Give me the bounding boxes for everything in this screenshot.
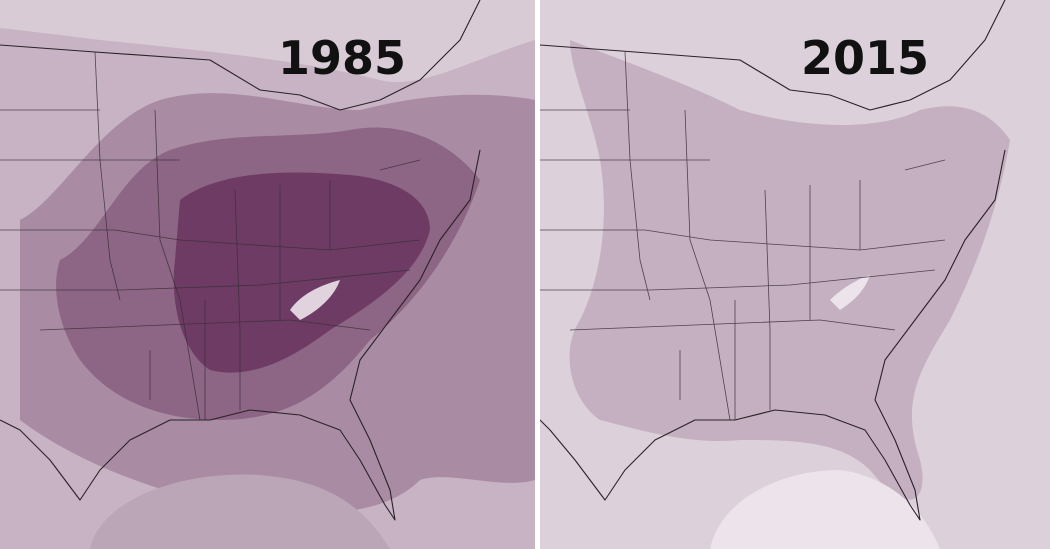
highland-patch bbox=[290, 280, 340, 320]
state-lines bbox=[0, 51, 421, 421]
coastline bbox=[0, 0, 481, 521]
light-region bbox=[0, 0, 535, 82]
coastline bbox=[540, 0, 1006, 521]
highland-patch bbox=[830, 275, 870, 310]
state-lines bbox=[540, 51, 946, 421]
divider bbox=[535, 0, 540, 549]
gulf-water bbox=[90, 474, 390, 549]
map-panel-2015: 2015 bbox=[540, 0, 1050, 549]
year-label: 2015 bbox=[801, 31, 929, 85]
darkest-region bbox=[173, 172, 431, 373]
map-panel-1985: 1985 bbox=[0, 0, 535, 549]
year-label: 1985 bbox=[278, 31, 406, 85]
gulf-light bbox=[710, 470, 940, 549]
